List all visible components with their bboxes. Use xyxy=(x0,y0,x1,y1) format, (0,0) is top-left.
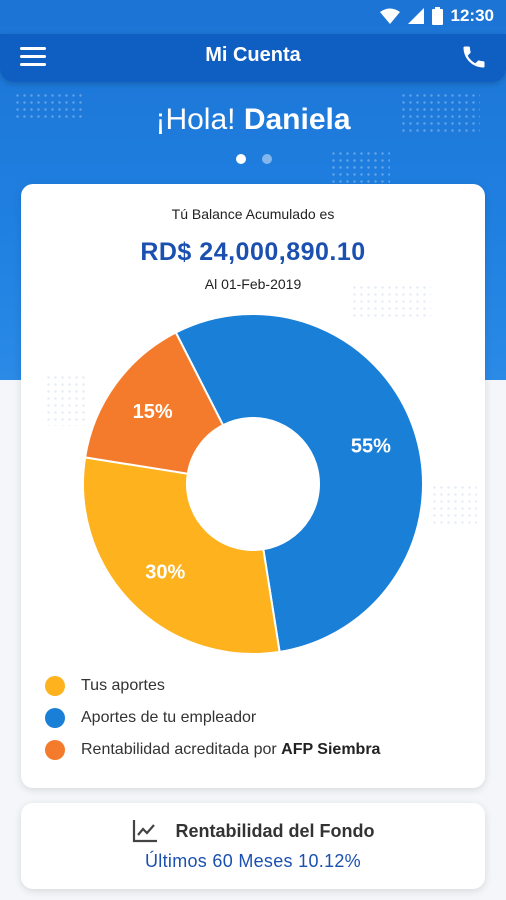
signal-icon xyxy=(407,8,424,24)
status-time: 12:30 xyxy=(450,6,494,25)
greeting-salutation: ¡Hola! xyxy=(155,103,236,136)
battery-icon xyxy=(431,7,443,25)
pie-slice-label: 15% xyxy=(133,401,173,423)
wifi-icon xyxy=(379,8,400,24)
pie-slice-label: 30% xyxy=(145,562,185,584)
fund-return-header: Rentabilidad del Fondo xyxy=(21,819,485,843)
menu-icon[interactable] xyxy=(20,47,46,67)
decorative-dots xyxy=(330,150,390,186)
legend-color-dot xyxy=(45,676,65,696)
legend-label-bold: AFP Siembra xyxy=(281,741,381,758)
greeting: ¡Hola! Daniela xyxy=(0,103,506,137)
decorative-dots xyxy=(400,92,480,132)
page-dot[interactable] xyxy=(262,154,272,164)
legend-item-rentabilidad: Rentabilidad acreditada por AFP Siembra xyxy=(45,734,380,766)
chart-legend: Tus aportes Aportes de tu empleador Rent… xyxy=(45,670,380,766)
page-indicator[interactable] xyxy=(236,154,272,164)
page-dot-active[interactable] xyxy=(236,154,246,164)
decorative-dots xyxy=(431,484,477,524)
balance-amount: RD$ 24,000,890.10 xyxy=(140,238,366,266)
balance-donut-chart: 55% 30% 15% xyxy=(83,314,423,654)
legend-item-aportes-empleador: Aportes de tu empleador xyxy=(45,702,380,734)
fund-return-title: Rentabilidad del Fondo xyxy=(175,820,375,841)
app-bar: Mi Cuenta xyxy=(0,34,506,82)
fund-return-detail: Últimos 60 Meses 10.12% xyxy=(145,851,361,871)
balance-date: Al 01-Feb-2019 xyxy=(204,276,302,292)
balance-card: Tú Balance Acumulado es RD$ 24,000,890.1… xyxy=(21,184,485,788)
fund-return-card[interactable]: Rentabilidad del Fondo Últimos 60 Meses … xyxy=(21,803,485,889)
greeting-name: Daniela xyxy=(243,103,351,136)
legend-item-tus-aportes: Tus aportes xyxy=(45,670,380,702)
legend-color-dot xyxy=(45,740,65,760)
balance-subtitle: Tú Balance Acumulado es xyxy=(171,206,335,222)
legend-label: Tus aportes xyxy=(81,677,165,694)
donut-hole xyxy=(187,418,319,550)
pie-slice-label: 55% xyxy=(351,436,391,458)
phone-icon[interactable] xyxy=(460,43,488,71)
decorative-dots xyxy=(45,374,89,426)
status-bar: 12:30 xyxy=(0,0,506,34)
legend-color-dot xyxy=(45,708,65,728)
line-chart-icon xyxy=(132,820,157,843)
legend-label: Rentabilidad acreditada por xyxy=(81,741,282,758)
legend-label: Aportes de tu empleador xyxy=(81,709,257,726)
decorative-dots xyxy=(351,284,431,320)
app-bar-title: Mi Cuenta xyxy=(205,44,301,66)
decorative-dots xyxy=(14,92,84,120)
